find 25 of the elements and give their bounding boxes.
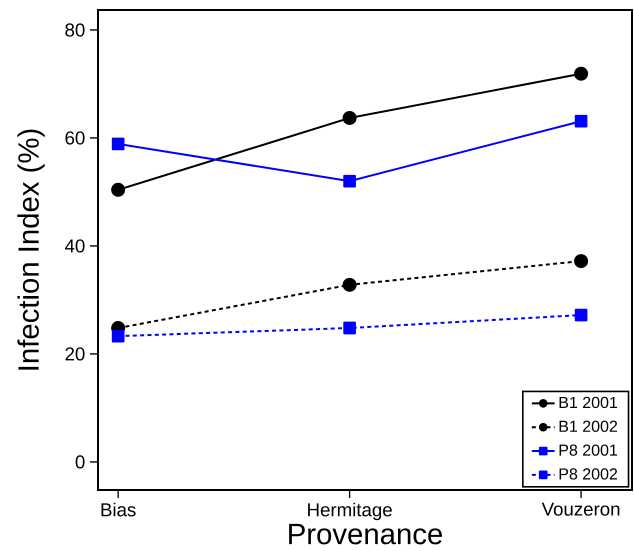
legend-label: P8 2002 (560, 468, 618, 480)
y-tick-label: 80 (65, 23, 85, 37)
legend-label: B1 2001 (560, 396, 618, 408)
x-tick-label: Vouzeron (542, 502, 620, 516)
y-tick-label: 40 (64, 239, 85, 253)
point (574, 254, 588, 268)
point (111, 182, 126, 197)
point (112, 138, 124, 150)
y-tick-label: 0 (76, 455, 85, 469)
point (342, 110, 357, 125)
y-tick-label: 60 (65, 131, 85, 145)
point (343, 322, 356, 334)
point (574, 66, 588, 81)
legend-label: B1 2002 (560, 420, 618, 432)
y-tick-label: 20 (65, 347, 85, 361)
x-tick-label: Bias (102, 502, 136, 516)
point (574, 308, 588, 322)
y-axis-title: Infection Index (%) (17, 130, 45, 370)
point (342, 278, 357, 292)
x-axis-title: Provenance (289, 524, 442, 544)
x-tick-label: Hermitage (308, 502, 392, 520)
legend-label: P8 2001 (560, 444, 618, 456)
point (574, 114, 588, 128)
point (112, 330, 124, 342)
point (343, 174, 356, 188)
